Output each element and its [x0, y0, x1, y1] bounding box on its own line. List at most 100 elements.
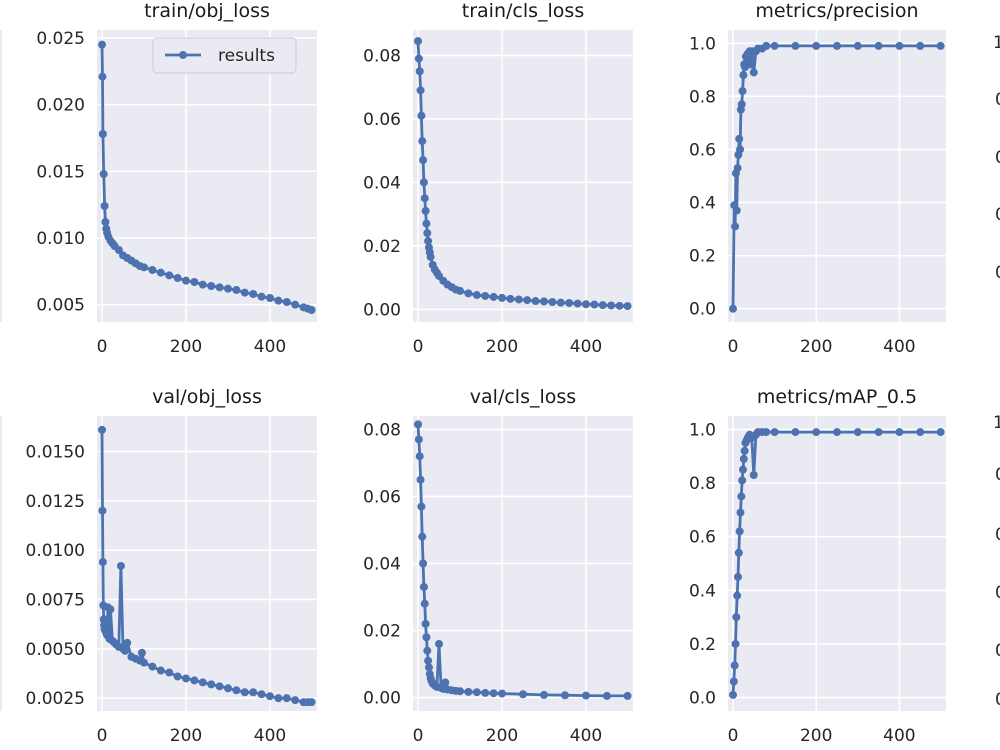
data-point: [531, 297, 540, 306]
data-point: [733, 591, 742, 600]
data-point: [615, 301, 624, 310]
data-point: [291, 300, 300, 309]
data-point: [498, 293, 507, 302]
data-point: [123, 638, 132, 647]
data-point: [307, 698, 316, 707]
data-point: [419, 582, 428, 591]
data-point: [190, 676, 199, 685]
data-point: [472, 291, 481, 300]
data-point: [99, 170, 108, 178]
data-point: [415, 452, 424, 461]
data-point: [749, 68, 758, 77]
data-point: [739, 71, 748, 80]
data-point: [464, 687, 473, 696]
data-point: [140, 658, 149, 667]
subplot-1: 0.00 0.02 0.04 0.06 0.08 0 200 400 train/cls_los…: [363, 0, 633, 357]
data-point: [791, 428, 800, 437]
x-tick-label: 0: [728, 337, 739, 357]
data-point: [198, 280, 207, 289]
data-point: [895, 428, 904, 437]
y-tick-label: 0.04: [363, 173, 401, 193]
data-point: [731, 222, 740, 231]
subplot-title: train/cls_loss: [462, 0, 584, 22]
data-point: [506, 294, 515, 303]
x-tick-label: 400: [254, 337, 286, 357]
data-point: [173, 274, 182, 282]
data-point: [414, 435, 423, 444]
x-tick-label: 200: [486, 726, 518, 746]
y-tick-label: 0.2: [689, 635, 716, 655]
data-point: [833, 41, 841, 50]
data-point: [257, 690, 266, 699]
y-tick-label: 0.00: [363, 300, 401, 320]
data-point: [207, 282, 216, 290]
data-point: [736, 508, 745, 517]
data-point: [498, 689, 507, 698]
data-point: [418, 137, 427, 146]
data-point: [853, 428, 862, 437]
data-point: [481, 688, 490, 697]
svg-text:0: 0: [995, 263, 1000, 283]
data-point: [456, 286, 465, 295]
data-point: [274, 296, 283, 305]
data-point: [249, 290, 258, 298]
data-point: [98, 40, 107, 49]
y-tick-label: 0.00: [363, 689, 401, 709]
data-point: [232, 286, 241, 294]
data-point: [282, 694, 291, 703]
data-point: [282, 298, 291, 306]
data-point: [489, 292, 498, 301]
data-point: [519, 690, 527, 699]
data-point: [732, 206, 741, 215]
x-tick-label: 200: [800, 726, 832, 746]
data-point: [456, 687, 465, 696]
y-tick-label: 0.8: [689, 87, 716, 107]
data-point: [812, 41, 821, 50]
data-point: [424, 663, 433, 672]
data-point: [156, 666, 165, 675]
data-point: [607, 301, 616, 310]
subplot-title: val/obj_loss: [152, 386, 262, 408]
x-tick-label: 400: [883, 726, 915, 746]
y-tick-label: 0.0: [689, 300, 716, 320]
y-tick-label: 0.6: [689, 140, 716, 160]
data-point: [223, 284, 232, 293]
data-point: [812, 428, 821, 437]
data-point: [730, 661, 739, 670]
data-point: [98, 506, 107, 515]
data-point: [833, 428, 841, 437]
data-point: [121, 646, 130, 655]
data-point: [728, 304, 737, 313]
data-point: [421, 206, 430, 215]
data-point: [307, 306, 316, 314]
data-point: [737, 100, 746, 109]
data-point: [265, 294, 274, 302]
data-point: [418, 532, 427, 541]
data-point: [514, 295, 523, 304]
svg-text:0: 0: [995, 205, 1000, 225]
data-point: [623, 302, 632, 311]
data-point: [198, 678, 207, 687]
data-point: [565, 298, 574, 307]
data-point: [423, 646, 432, 655]
x-tick-label: 0: [728, 726, 739, 746]
data-point: [602, 691, 611, 700]
data-point: [523, 296, 532, 305]
data-point: [98, 425, 107, 434]
svg-text:0: 0: [995, 690, 1000, 710]
x-tick-label: 0: [97, 337, 108, 357]
data-point: [98, 72, 107, 81]
data-point: [240, 288, 249, 297]
subplot-title: val/cls_loss: [470, 386, 576, 408]
data-point: [762, 41, 771, 50]
subplot-0: 0.005 0.010 0.015 0.020 0.025 0 200 400 train/ob…: [36, 0, 317, 357]
data-point: [165, 271, 174, 280]
data-point: [735, 134, 744, 143]
subplot-title: metrics/precision: [755, 0, 918, 22]
clipped-right-panel-top: 1 0 0 0 0: [993, 33, 1000, 283]
data-point: [895, 41, 904, 50]
y-tick-label: 0.6: [689, 528, 716, 548]
y-tick-label: 0.06: [363, 487, 401, 507]
subplot-title: train/obj_loss: [144, 0, 270, 22]
y-tick-label: 0.4: [689, 581, 716, 601]
